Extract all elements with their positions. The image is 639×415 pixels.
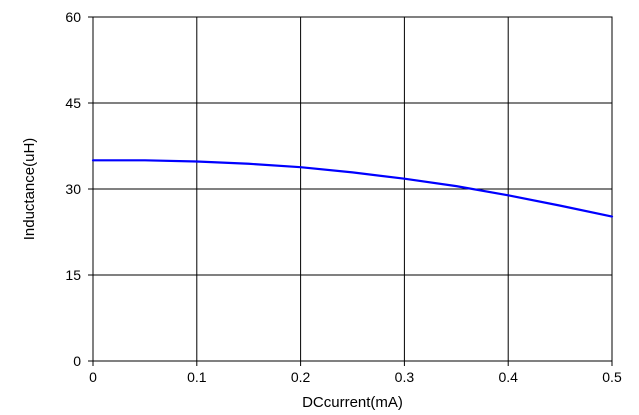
series-line-0: [91, 159, 614, 218]
y-tick-label-2: 30: [65, 181, 81, 197]
series-layer: [91, 159, 614, 218]
x-axis-title: DCcurrent(mA): [302, 394, 403, 411]
y-axis-title: Inductance(uH): [21, 138, 38, 241]
x-tick-label-3: 0.3: [395, 369, 415, 385]
x-tick-label-2: 0.2: [291, 369, 311, 385]
grid-lines: [93, 17, 612, 361]
y-tick-label-1: 15: [65, 267, 81, 283]
y-tick-label-4: 60: [65, 9, 81, 25]
x-tick-label-0: 0: [89, 369, 97, 385]
y-axis-ticks: 0 15 30 45 60: [65, 9, 93, 369]
y-tick-label-3: 45: [65, 95, 81, 111]
x-tick-label-4: 0.4: [498, 369, 518, 385]
x-tick-label-5: 0.5: [602, 369, 622, 385]
x-axis-ticks: 0 0.1 0.2 0.3 0.4 0.5: [89, 361, 622, 385]
x-tick-label-1: 0.1: [187, 369, 207, 385]
y-tick-label-0: 0: [73, 353, 81, 369]
